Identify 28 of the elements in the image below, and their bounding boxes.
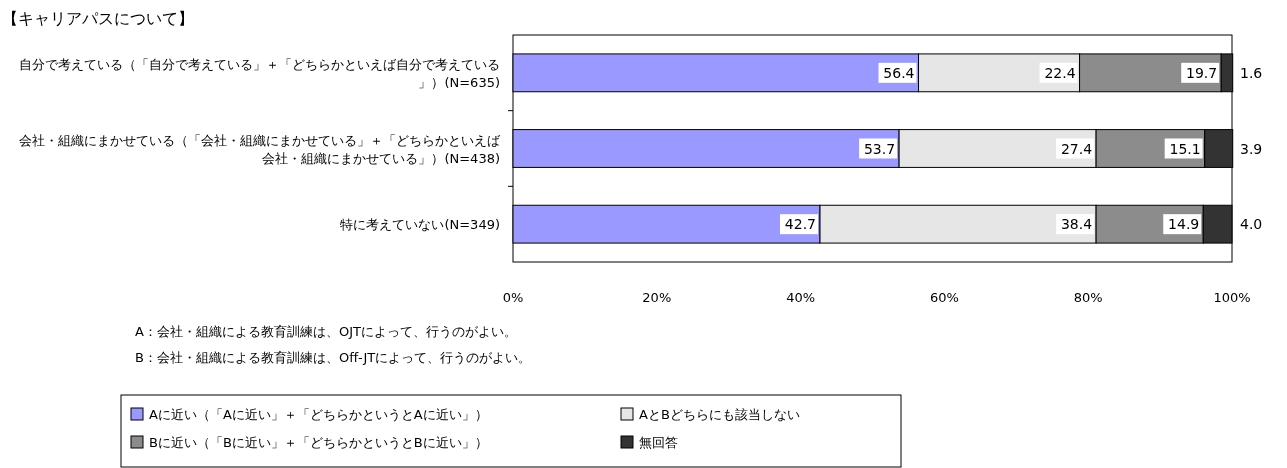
data-label: 1.6	[1240, 64, 1263, 81]
y-tick-label: 自分で考えている（「自分で考えている」＋「どちらかといえば自分で考えている」）(N=635)	[19, 56, 500, 90]
data-label: 53.7	[863, 140, 896, 157]
x-tick-label: 0%	[502, 290, 524, 305]
data-label: 42.7	[784, 216, 817, 233]
text: B：会社・組織による教育訓練は、Off-JTによって、行うのがよい。	[135, 350, 532, 365]
data-label: 56.4	[883, 64, 915, 81]
text: 【キャリアパスについて】	[2, 9, 194, 28]
legend-label: Aに近い（「Aに近い」＋「どちらかというとAに近い」）	[149, 407, 488, 422]
legend-label: AとBどちらにも該当しない	[639, 407, 800, 422]
text: A：会社・組織による教育訓練は、OJTによって、行うのがよい。	[135, 324, 517, 339]
data-label: 4.0	[1240, 216, 1263, 233]
x-tick-label: 80%	[1073, 290, 1103, 305]
y-tick-label: 会社・組織にまかせている（「会社・組織にまかせている」＋「どちらかといえば会社・組織にまかせている」）(N=438)	[19, 132, 501, 166]
x-tick-label: 60%	[929, 290, 959, 305]
data-label: 15.1	[1169, 140, 1201, 157]
data-label: 14.9	[1168, 216, 1200, 233]
data-label: 38.4	[1060, 216, 1093, 233]
x-tick-label: 20%	[642, 290, 672, 305]
x-tick-label: 100%	[1213, 290, 1251, 305]
data-label: 19.7	[1186, 64, 1218, 81]
data-label: 3.9	[1240, 140, 1263, 157]
x-tick-label: 40%	[786, 290, 816, 305]
y-tick-label: 特に考えていない(N=349)	[340, 217, 500, 233]
legend-label: 無回答	[639, 435, 678, 450]
data-label: 27.4	[1060, 140, 1093, 157]
data-label: 22.4	[1044, 64, 1076, 81]
legend-label: Bに近い（「Bに近い」＋「どちらかというとBに近い」）	[149, 435, 488, 450]
